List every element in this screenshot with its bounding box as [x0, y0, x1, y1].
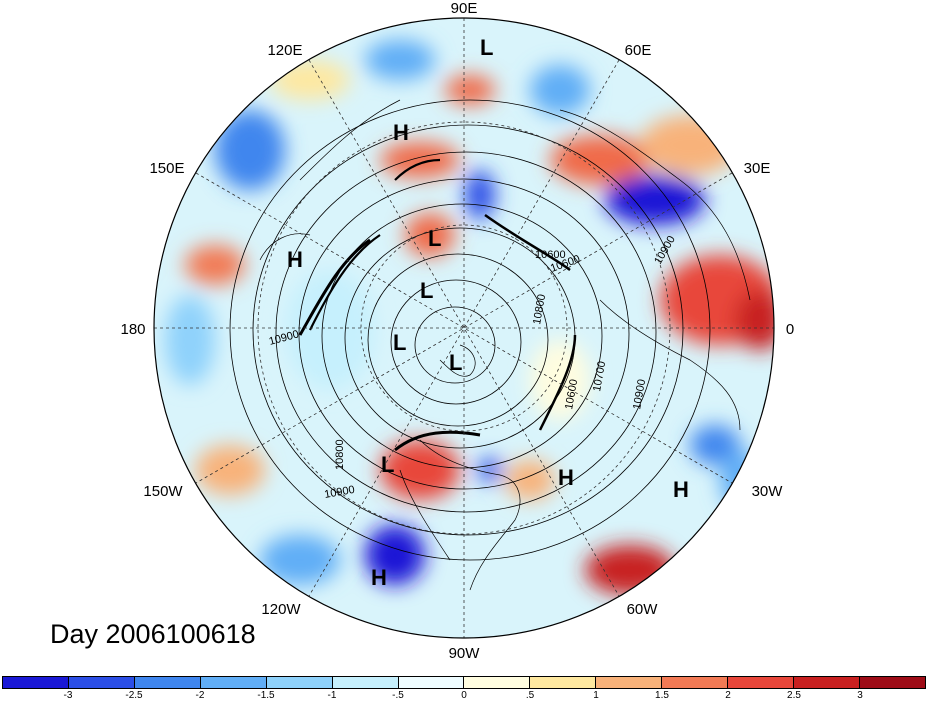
colorbar-tick-label: 2 [725, 690, 731, 701]
low-marker: L [393, 330, 406, 355]
lon-label-180: 180 [120, 321, 145, 338]
colorbar-bin [332, 677, 399, 688]
lon-label-90e: 90E [451, 0, 478, 17]
colorbar-bin [662, 677, 729, 688]
low-marker: L [428, 226, 441, 251]
colorbar-tick-label: -3 [63, 690, 73, 701]
colorbar-bin [794, 677, 860, 688]
colorbar-bin [728, 677, 795, 688]
lon-label-30e: 30E [744, 160, 771, 177]
colorbar-ticks: -3 -2.5 -2 -1.5 -1 -.5 0 .5 1 1.5 2 2.5 3 [2, 690, 926, 702]
high-marker: H [673, 477, 689, 502]
lon-label-30w: 30W [752, 483, 784, 500]
colorbar-bin [596, 677, 663, 688]
map-boundary [153, 17, 775, 639]
colorbar-tick-label: 0 [461, 690, 467, 701]
colorbar-bin [68, 677, 135, 688]
lon-label-150e: 150E [149, 160, 184, 177]
lon-label-0: 0 [786, 321, 794, 338]
contour-label: 10900 [323, 484, 355, 501]
colorbar [2, 676, 926, 689]
lon-label-120e: 120E [267, 42, 302, 59]
colorbar-tick-label: 1.5 [655, 690, 669, 701]
low-marker: L [449, 350, 462, 375]
high-marker: H [393, 120, 409, 145]
colorbar-tick-label: 3 [857, 690, 863, 701]
lon-label-120w: 120W [261, 601, 301, 618]
colorbar-tick-label: -2 [195, 690, 205, 701]
height-contours [229, 99, 711, 561]
colorbar-bin [134, 677, 201, 688]
colorbar-bin [464, 677, 531, 688]
colorbar-bin [3, 677, 69, 688]
contour-label: 10900 [631, 378, 648, 410]
colorbar-tick-label: -2.5 [125, 690, 143, 701]
anomaly-field [154, 18, 774, 638]
day-label: Day 2006100618 [50, 619, 256, 649]
colorbar-bin [530, 677, 597, 688]
lon-label-60e: 60E [625, 42, 652, 59]
colorbar-tick-label: -.5 [392, 690, 404, 701]
high-marker: H [558, 465, 574, 490]
colorbar-tick-label: -1 [327, 690, 337, 701]
low-marker: L [381, 452, 394, 477]
graticule [154, 18, 774, 638]
colorbar-tick-label: -1.5 [257, 690, 275, 701]
lon-label-150w: 150W [143, 483, 183, 500]
longitude-labels: 90E 60E 30E 0 30W 60W 90W 120W 150W 180 … [120, 0, 794, 662]
lon-label-90w: 90W [449, 645, 481, 662]
contour-label: 10600 [535, 249, 566, 261]
low-marker: L [420, 278, 433, 303]
coastlines [259, 99, 751, 591]
colorbar-bin [266, 677, 333, 688]
contour-label: 10700 [591, 360, 608, 392]
lon-label-60w: 60W [627, 601, 659, 618]
low-marker: L [480, 35, 493, 60]
colorbar-bin [398, 677, 465, 688]
pressure-systems: L H L L L H L L H H H [287, 35, 689, 590]
colorbar-tick-label: 1 [593, 690, 599, 701]
high-marker: H [287, 247, 303, 272]
high-marker: H [371, 565, 387, 590]
colorbar-bin [200, 677, 267, 688]
contour-label: 10600 [563, 378, 580, 410]
colorbar-tick-label: .5 [525, 690, 535, 701]
contour-label: 10800 [334, 439, 346, 470]
contour-label: 10800 [531, 293, 548, 325]
colorbar-tick-label: 2.5 [787, 690, 801, 701]
colorbar-bin [859, 677, 925, 688]
